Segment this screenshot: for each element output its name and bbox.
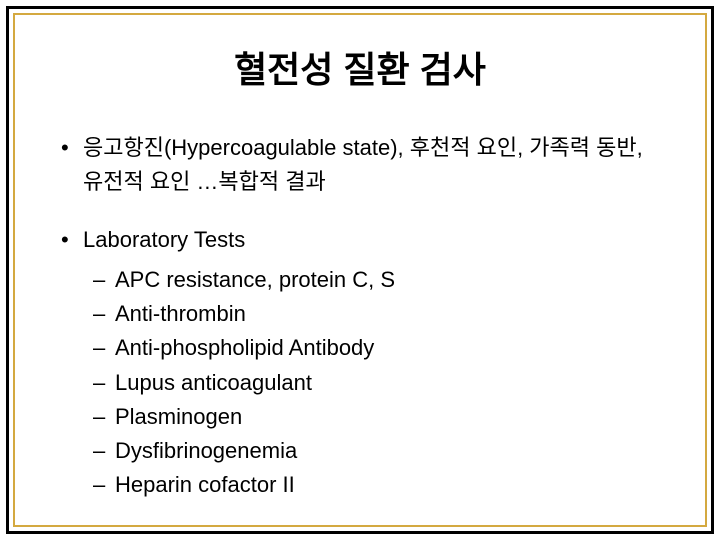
bullet-text: Laboratory Tests	[83, 227, 245, 252]
sub-item: APC resistance, protein C, S	[83, 263, 665, 297]
sub-item: Heparin cofactor II	[83, 468, 665, 502]
slide-inner-frame: 혈전성 질환 검사 응고항진(Hypercoagulable state), 후…	[13, 13, 707, 527]
sub-text: APC resistance, protein C, S	[115, 267, 395, 292]
bullet-item: Laboratory Tests APC resistance, protein…	[55, 223, 665, 502]
sub-text: Plasminogen	[115, 404, 242, 429]
sub-text: Dysfibrinogenemia	[115, 438, 297, 463]
sub-text: Anti-phospholipid Antibody	[115, 335, 374, 360]
sub-text: Anti-thrombin	[115, 301, 246, 326]
sub-item: Anti-phospholipid Antibody	[83, 331, 665, 365]
sub-text: Lupus anticoagulant	[115, 370, 312, 395]
sub-item: Dysfibrinogenemia	[83, 434, 665, 468]
bullet-list: 응고항진(Hypercoagulable state), 후천적 요인, 가족력…	[55, 131, 665, 502]
sub-text: Heparin cofactor II	[115, 472, 295, 497]
sub-item: Anti-thrombin	[83, 297, 665, 331]
sub-item: Plasminogen	[83, 400, 665, 434]
bullet-text: 응고항진(Hypercoagulable state), 후천적 요인, 가족력…	[83, 135, 643, 194]
slide-outer-frame: 혈전성 질환 검사 응고항진(Hypercoagulable state), 후…	[6, 6, 714, 534]
sub-list: APC resistance, protein C, S Anti-thromb…	[83, 263, 665, 502]
sub-item: Lupus anticoagulant	[83, 366, 665, 400]
slide-title: 혈전성 질환 검사	[55, 41, 665, 93]
bullet-item: 응고항진(Hypercoagulable state), 후천적 요인, 가족력…	[55, 131, 665, 199]
